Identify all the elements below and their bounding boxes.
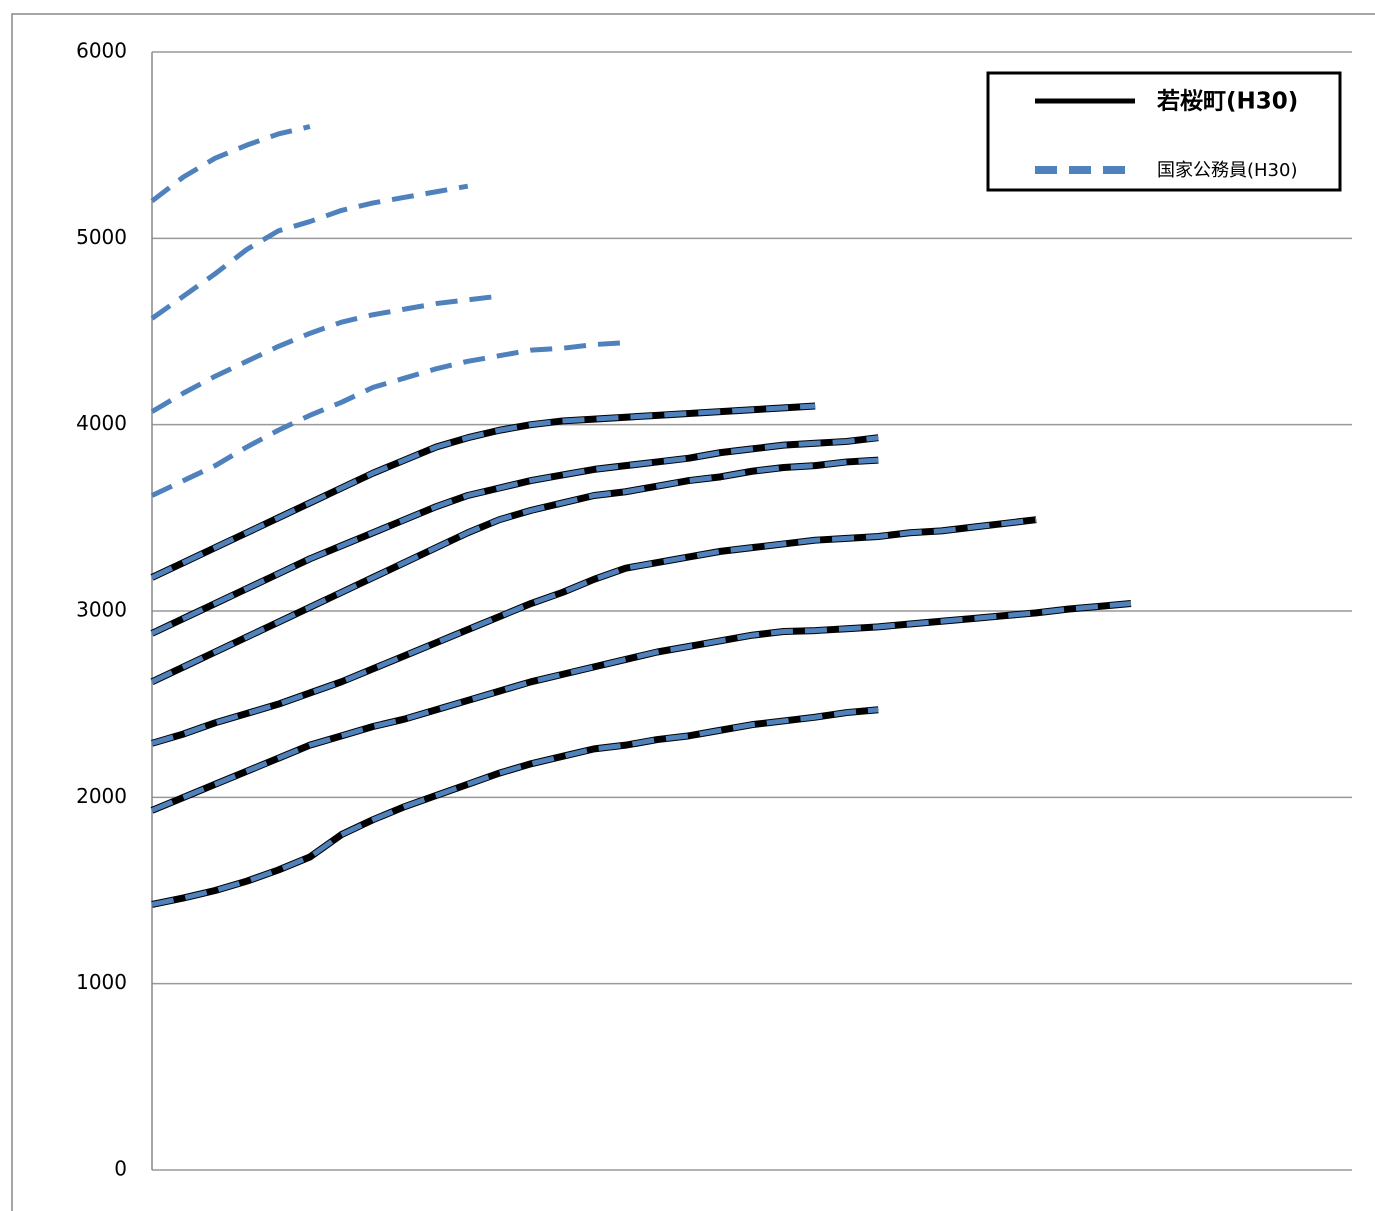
series-line <box>150 600 1132 814</box>
legend: 若桜町(H30) 国家公務員(H30) <box>1035 89 1298 181</box>
y-tick-label: 4000 <box>76 411 127 435</box>
grid: 0 1000 2000 3000 4000 5000 6000 <box>76 39 1352 1181</box>
series-line <box>150 183 469 321</box>
y-tick-label: 3000 <box>76 598 127 622</box>
y-tick-label: 0 <box>114 1157 127 1181</box>
series-line <box>150 340 626 498</box>
series-line <box>150 403 816 580</box>
series-line <box>151 516 1037 747</box>
chart-border <box>11 13 1375 1211</box>
series-line <box>151 707 879 907</box>
legend-label: 国家公務員(H30) <box>1157 160 1297 181</box>
series-line <box>150 456 879 685</box>
series-line <box>151 601 1132 813</box>
series-line <box>150 435 879 636</box>
series-line <box>151 517 1037 746</box>
plot <box>150 124 1132 908</box>
series-line <box>150 457 879 685</box>
y-tick-label: 5000 <box>76 225 127 249</box>
y-tick-label: 1000 <box>76 970 127 994</box>
y-tick-label: 2000 <box>76 784 127 808</box>
series-line <box>150 124 311 204</box>
series-line <box>150 293 500 414</box>
y-tick-label: 6000 <box>76 39 127 63</box>
legend-label: 若桜町(H30) <box>1157 89 1298 115</box>
